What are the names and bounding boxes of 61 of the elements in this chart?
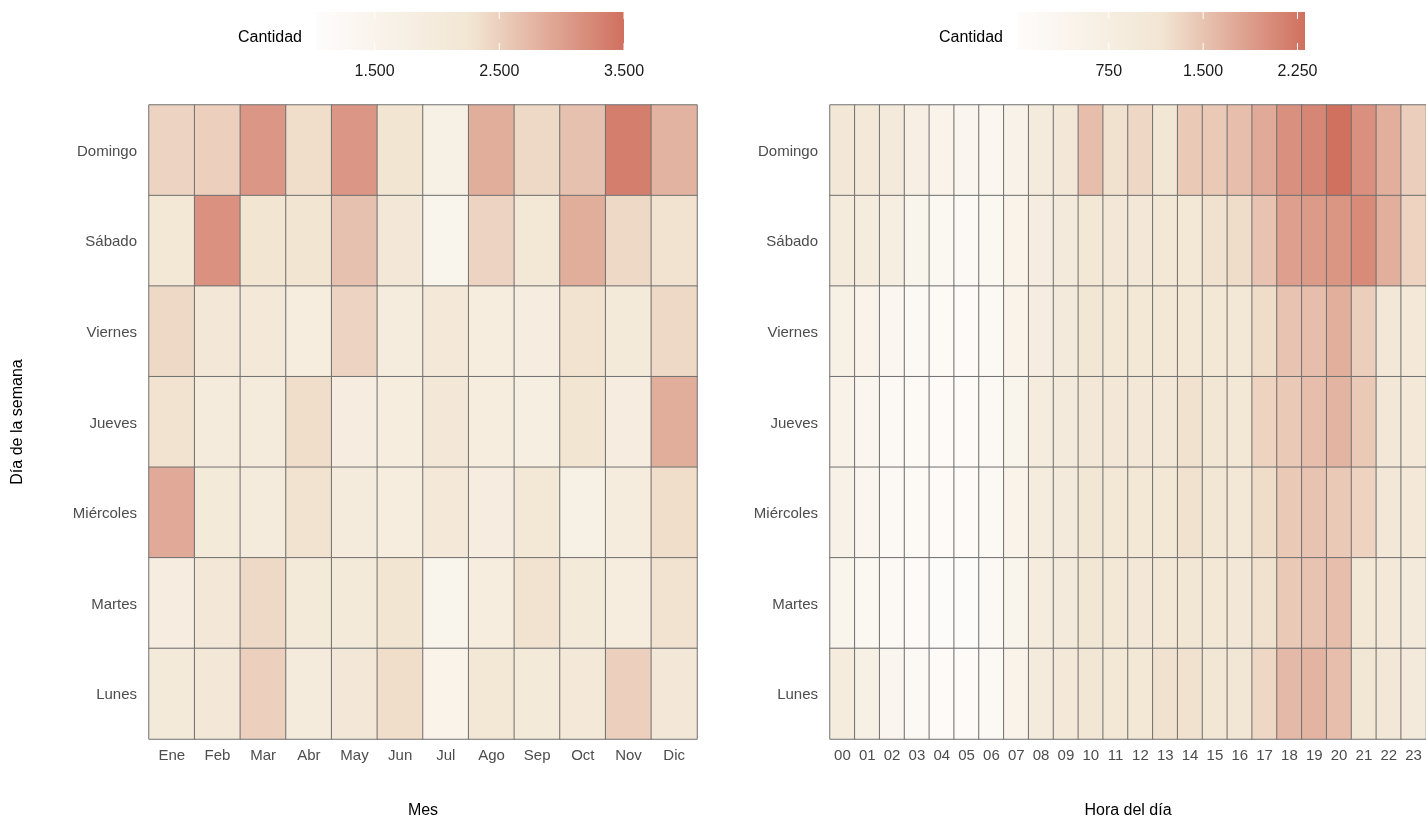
- y-tick-label: Miércoles: [753, 504, 818, 522]
- y-tick-label: Martes: [772, 594, 818, 612]
- x-tick-label: 15: [1206, 746, 1224, 763]
- x-tick-label: Sep: [523, 746, 551, 763]
- x-tick-label: 07: [1007, 746, 1025, 763]
- x-tick-label: 21: [1355, 746, 1373, 763]
- x-tick-label: Mar: [250, 746, 277, 763]
- color-bar-label: 750: [1095, 61, 1123, 79]
- color-bar-label: 3.500: [603, 61, 645, 79]
- x-tick-label: 12: [1132, 746, 1149, 763]
- color-bar-title: Cantidad: [237, 27, 302, 45]
- x-tick-label: 17: [1256, 746, 1273, 763]
- x-tick-label: 20: [1330, 746, 1348, 763]
- color-bar-label: 1.500: [354, 61, 395, 79]
- x-tick-label: Ene: [158, 746, 186, 763]
- color-bar-label: 1.500: [1183, 61, 1224, 79]
- x-tick-label: Jul: [436, 746, 456, 763]
- y-tick-label: Viernes: [767, 322, 818, 340]
- x-tick-label: Oct: [571, 746, 596, 763]
- y-tick-label: Jueves: [89, 413, 137, 431]
- x-tick-label: 09: [1057, 746, 1075, 763]
- y-axis-title: Día de la semana: [7, 359, 25, 485]
- x-tick-label: 02: [883, 746, 901, 763]
- y-tick-label: Domingo: [76, 141, 137, 159]
- x-tick-label: 10: [1082, 746, 1100, 763]
- color-bar-title: Cantidad: [938, 27, 1003, 45]
- y-tick-label: Jueves: [770, 413, 818, 431]
- y-tick-label: Domingo: [757, 141, 818, 159]
- x-axis-title: Mes: [407, 800, 439, 818]
- x-tick-label: Jun: [388, 746, 413, 763]
- x-tick-label: Nov: [615, 746, 643, 763]
- color-bar-label: 2.250: [1277, 61, 1318, 79]
- x-tick-label: Ago: [478, 746, 505, 763]
- x-tick-label: 19: [1305, 746, 1323, 763]
- x-tick-label: Feb: [204, 746, 231, 763]
- x-axis-title: Hora del día: [1084, 800, 1172, 818]
- x-tick-label: Dic: [663, 746, 686, 763]
- x-tick-label: 06: [983, 746, 1000, 763]
- x-tick-label: 23: [1405, 746, 1422, 763]
- y-tick-label: Martes: [91, 594, 137, 612]
- x-tick-label: 01: [858, 746, 876, 763]
- x-tick-label: May: [340, 746, 370, 763]
- x-tick-label: 16: [1231, 746, 1249, 763]
- x-tick-label: 03: [908, 746, 926, 763]
- x-tick-label: 18: [1281, 746, 1298, 763]
- y-tick-label: Viernes: [86, 322, 137, 340]
- y-tick-label: Lunes: [777, 685, 818, 703]
- x-tick-label: 08: [1032, 746, 1050, 763]
- y-tick-label: Lunes: [96, 685, 137, 703]
- color-bar-label: 2.500: [479, 61, 520, 79]
- x-tick-label: 11: [1107, 746, 1124, 763]
- x-tick-label: 04: [933, 746, 951, 763]
- y-tick-label: Sábado: [85, 232, 137, 250]
- x-tick-label: 13: [1156, 746, 1174, 763]
- y-tick-label: Sábado: [766, 232, 818, 250]
- x-tick-label: Abr: [297, 746, 321, 763]
- x-tick-label: 05: [958, 746, 975, 763]
- y-tick-label: Miércoles: [72, 504, 137, 522]
- x-tick-label: 14: [1181, 746, 1199, 763]
- x-tick-label: 00: [834, 746, 851, 763]
- x-tick-label: 22: [1380, 746, 1398, 763]
